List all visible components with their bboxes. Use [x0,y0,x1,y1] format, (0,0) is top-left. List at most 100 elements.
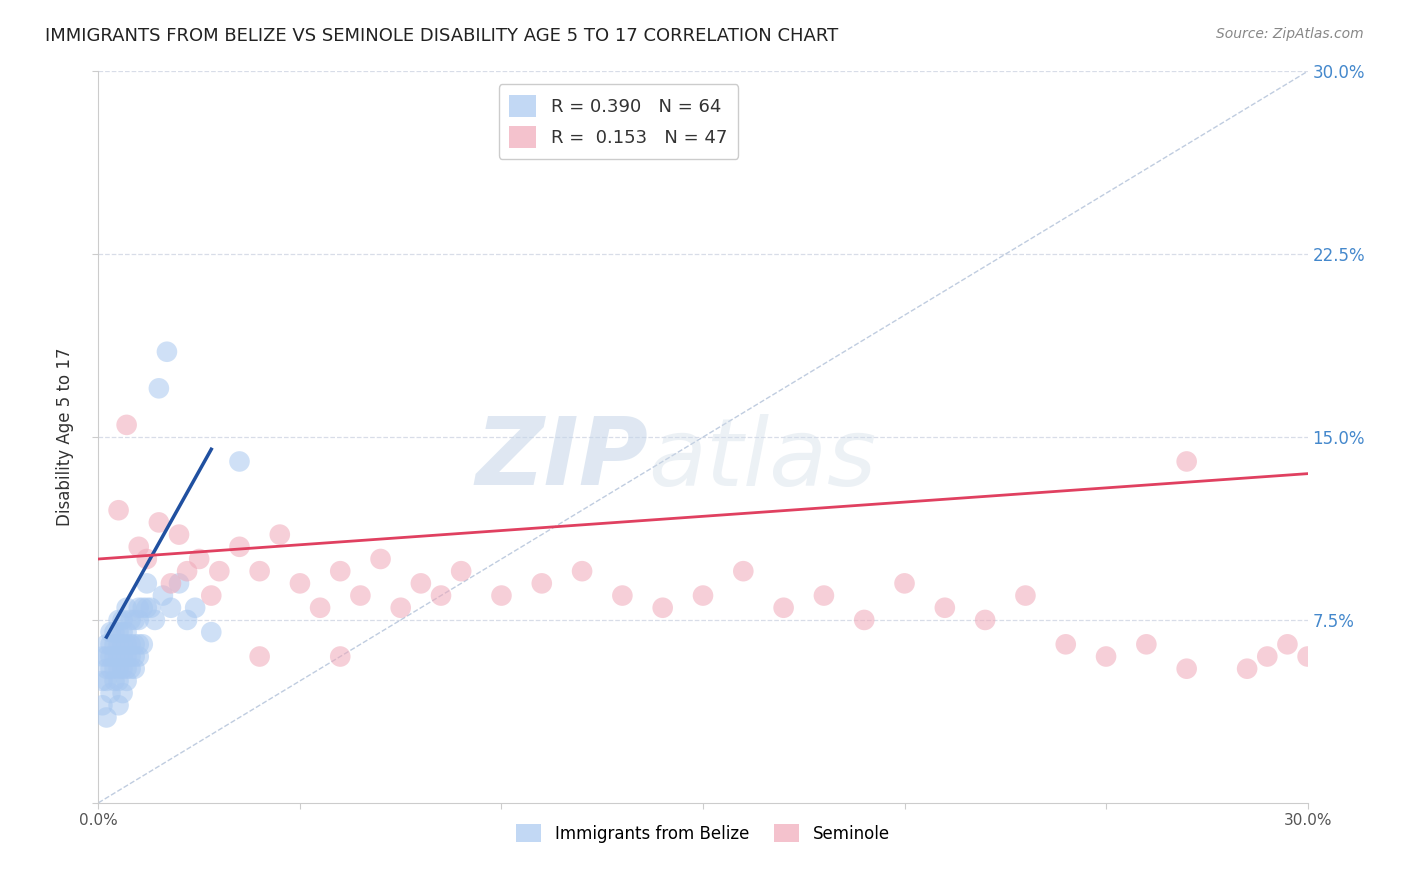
Point [139,600,162,615]
Point [184,600,207,615]
Point [934,600,956,615]
Point [111,686,134,700]
Point [96,637,118,651]
Point [107,625,129,640]
Point [389,600,412,615]
Point [91,698,114,713]
Point [128,649,150,664]
Point [100,637,122,651]
Point [1054,637,1077,651]
Point [692,589,714,603]
Point [120,662,142,676]
Point [309,600,332,615]
Point [135,576,157,591]
Text: ZIP: ZIP [475,413,648,505]
Point [111,613,134,627]
Point [115,625,138,640]
Point [107,503,129,517]
Point [1256,649,1278,664]
Point [733,564,755,578]
Point [96,649,118,664]
Point [893,576,915,591]
Point [571,564,593,578]
Point [160,600,183,615]
Point [103,673,125,688]
Point [772,600,794,615]
Point [107,662,129,676]
Point [132,637,155,651]
Point [91,673,114,688]
Point [450,564,472,578]
Point [228,540,250,554]
Point [111,637,134,651]
Point [200,625,222,640]
Point [120,649,142,664]
Point [115,417,138,432]
Point [1277,637,1299,651]
Point [100,662,122,676]
Point [208,564,231,578]
Point [124,637,146,651]
Point [430,589,453,603]
Point [103,637,125,651]
Point [128,613,150,627]
Point [651,600,673,615]
Point [107,613,129,627]
Point [176,564,198,578]
Point [853,613,876,627]
Point [135,600,157,615]
Point [103,625,125,640]
Point [132,600,155,615]
Point [813,589,835,603]
Point [228,454,250,468]
Text: Source: ZipAtlas.com: Source: ZipAtlas.com [1216,27,1364,41]
Point [409,576,432,591]
Text: IMMIGRANTS FROM BELIZE VS SEMINOLE DISABILITY AGE 5 TO 17 CORRELATION CHART: IMMIGRANTS FROM BELIZE VS SEMINOLE DISAB… [45,27,838,45]
Point [115,662,138,676]
Point [120,613,142,627]
Point [143,613,166,627]
Point [107,673,129,688]
Point [148,381,170,395]
Point [96,710,118,724]
Point [103,662,125,676]
Point [1014,589,1036,603]
Point [370,552,392,566]
Text: atlas: atlas [648,414,877,505]
Point [612,589,634,603]
Point [115,673,138,688]
Point [124,613,146,627]
Point [1296,649,1319,664]
Point [1175,662,1198,676]
Point [96,662,118,676]
Point [1236,662,1258,676]
Point [249,564,271,578]
Point [288,576,311,591]
Point [176,613,198,627]
Point [111,662,134,676]
Y-axis label: Disability Age 5 to 17: Disability Age 5 to 17 [56,348,75,526]
Point [1095,649,1118,664]
Point [91,649,114,664]
Point [349,589,371,603]
Point [974,613,997,627]
Point [128,540,150,554]
Point [115,637,138,651]
Point [124,649,146,664]
Point [156,344,179,359]
Point [124,662,146,676]
Point [107,637,129,651]
Point [160,576,183,591]
Legend: Immigrants from Belize, Seminole: Immigrants from Belize, Seminole [510,818,896,849]
Point [107,649,129,664]
Point [128,600,150,615]
Point [530,576,553,591]
Point [329,649,352,664]
Point [115,649,138,664]
Point [128,637,150,651]
Point [100,625,122,640]
Point [111,649,134,664]
Point [100,649,122,664]
Point [103,649,125,664]
Point [1135,637,1157,651]
